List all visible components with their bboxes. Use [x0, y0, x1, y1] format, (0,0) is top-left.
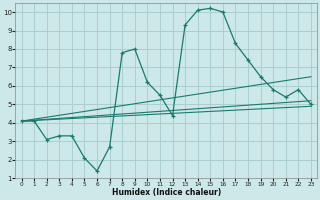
X-axis label: Humidex (Indice chaleur): Humidex (Indice chaleur) [112, 188, 221, 197]
